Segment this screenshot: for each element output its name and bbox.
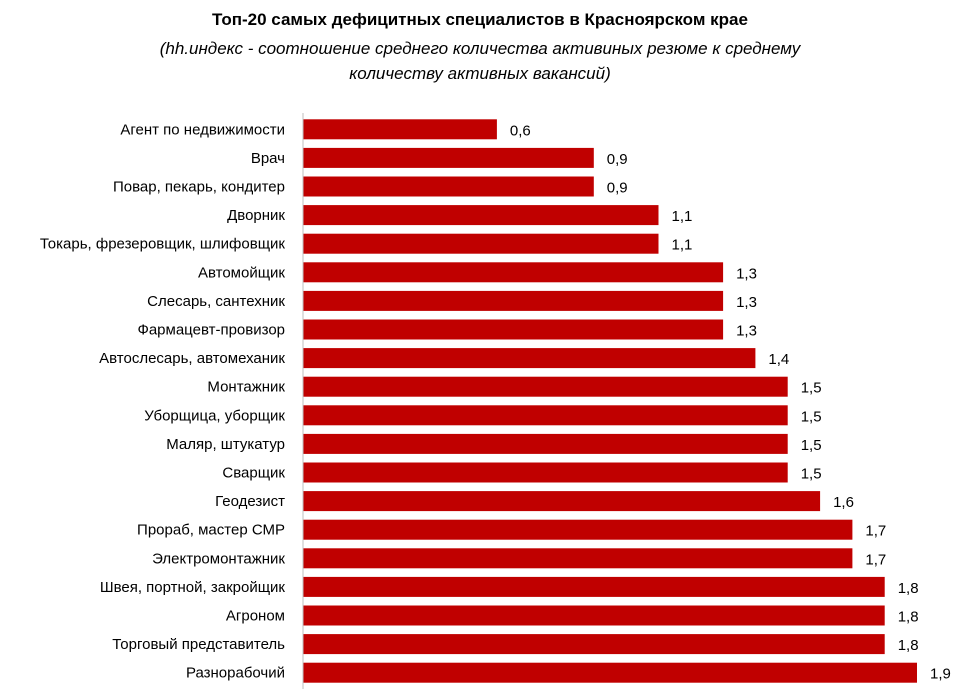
value-label: 1,5 (801, 437, 822, 454)
value-label: 1,7 (865, 551, 886, 568)
category-label: Геодезист (215, 493, 285, 510)
value-label: 1,8 (898, 580, 919, 597)
bar (303, 348, 756, 369)
value-label: 1,8 (898, 609, 919, 626)
bar (303, 519, 853, 540)
category-label: Торговый представитель (112, 636, 285, 653)
value-label: 1,4 (768, 351, 789, 368)
category-label: Автослесарь, автомеханик (99, 350, 285, 367)
bars-group: Агент по недвижимости 0,6 Врач 0,9 Повар, пе… (40, 119, 951, 683)
bar (303, 576, 885, 597)
category-label: Уборщица, уборщик (144, 407, 285, 424)
bar (303, 634, 885, 655)
bar (303, 176, 594, 197)
value-label: 0,6 (510, 122, 531, 139)
bar (303, 290, 724, 311)
category-label: Разнорабочий (186, 665, 285, 682)
bar (303, 491, 821, 512)
bar (303, 262, 724, 283)
category-label: Монтажник (207, 379, 285, 396)
category-label: Дворник (227, 207, 285, 224)
value-label: 1,1 (672, 208, 693, 225)
value-label: 1,8 (898, 637, 919, 654)
category-label: Слесарь, сантехник (147, 293, 285, 310)
category-label: Швея, портной, закройщик (100, 579, 286, 596)
category-label: Прораб, мастер СМР (137, 522, 285, 539)
category-label: Агент по недвижимости (120, 121, 285, 138)
value-label: 0,9 (607, 151, 628, 168)
category-label: Агроном (226, 608, 285, 625)
chart-subtitle: (hh.индекс - соотношение среднего количе… (159, 39, 801, 83)
value-label: 1,5 (801, 408, 822, 425)
value-label: 1,7 (865, 523, 886, 540)
bar (303, 205, 659, 226)
bar (303, 462, 788, 483)
chart-title: Топ-20 самых дефицитных специалистов в К… (212, 10, 748, 29)
category-label: Электромонтажник (152, 550, 285, 567)
value-label: 1,3 (736, 265, 757, 282)
value-label: 1,5 (801, 466, 822, 483)
bar (303, 319, 724, 340)
category-label: Маляр, штукатур (166, 436, 285, 453)
bar (303, 662, 917, 683)
bar (303, 119, 497, 140)
value-label: 1,9 (930, 666, 951, 683)
value-label: 1,5 (801, 380, 822, 397)
bar (303, 605, 885, 626)
bar (303, 548, 853, 569)
category-label: Фармацевт-провизор (137, 322, 285, 339)
bar (303, 433, 788, 454)
category-label: Сварщик (222, 465, 285, 482)
category-label: Токарь, фрезеровщик, шлифовщик (40, 236, 286, 253)
bar (303, 233, 659, 254)
category-label: Врач (251, 150, 285, 167)
value-label: 1,6 (833, 494, 854, 511)
category-label: Автомойщик (198, 264, 285, 281)
value-label: 1,3 (736, 294, 757, 311)
bar (303, 405, 788, 426)
bar (303, 147, 594, 168)
category-label: Повар, пекарь, кондитер (113, 179, 285, 196)
value-label: 1,3 (736, 323, 757, 340)
value-label: 1,1 (672, 237, 693, 254)
value-label: 0,9 (607, 180, 628, 197)
bar (303, 376, 788, 397)
